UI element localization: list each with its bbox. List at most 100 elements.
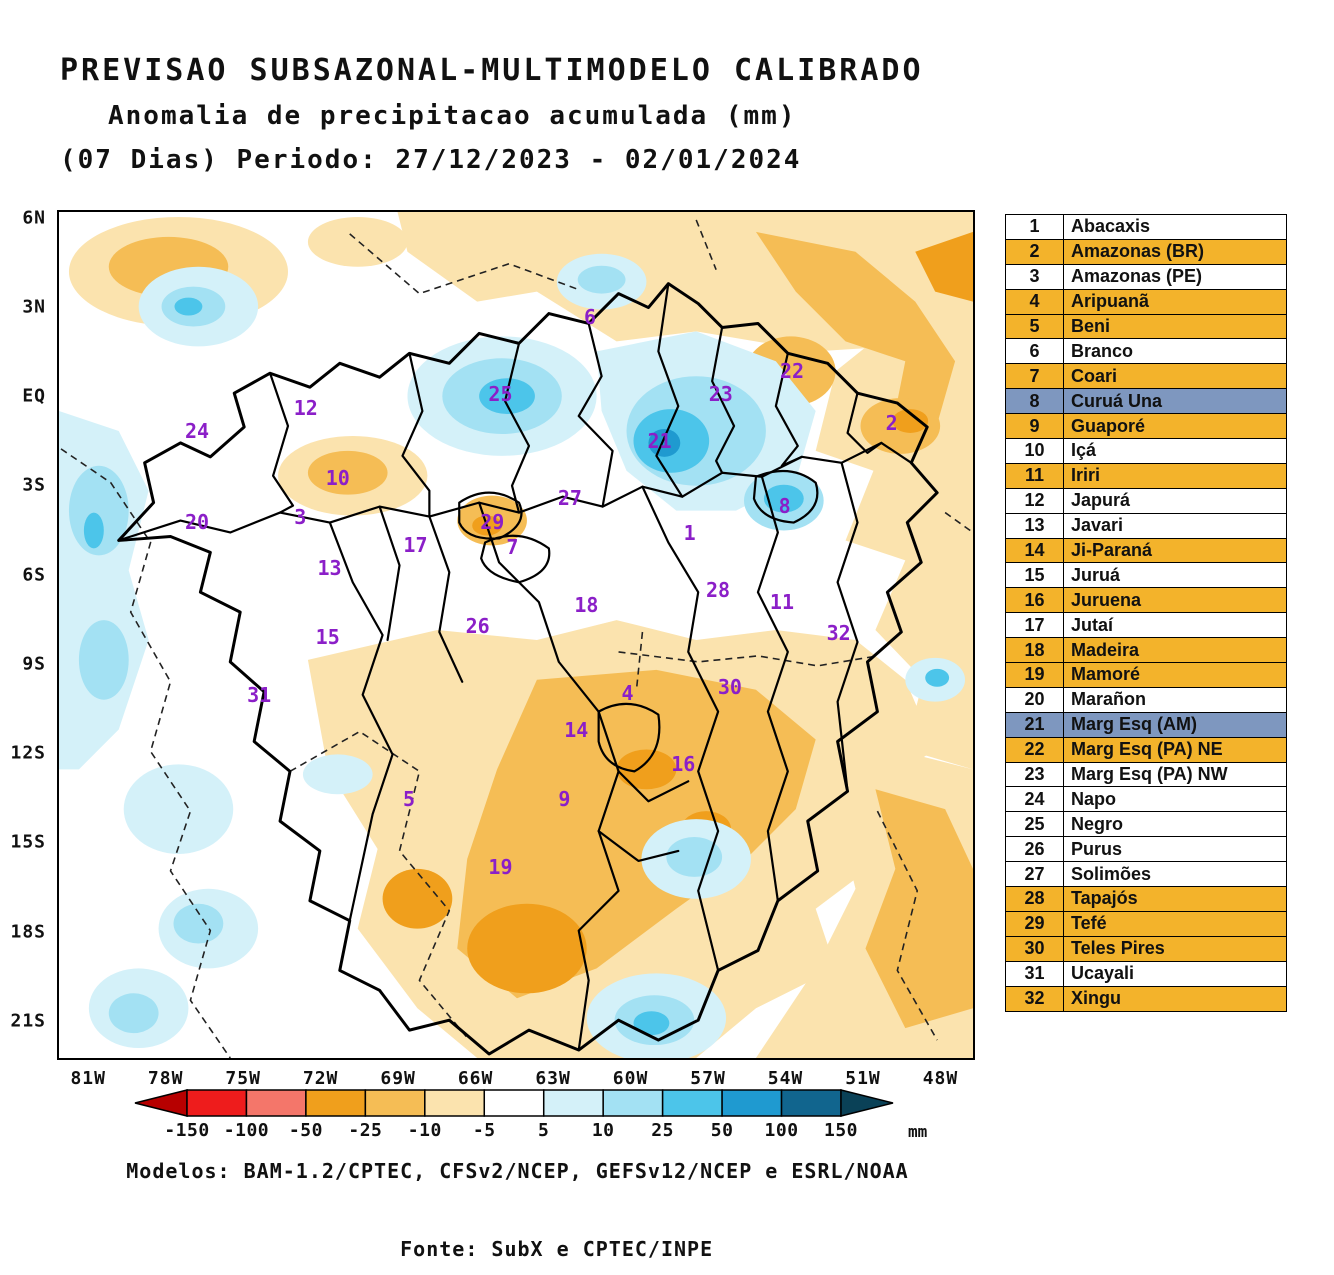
colorbar: -150 -100 -50 -25 -10 -5 5 10 25 50 100 150 mm xyxy=(133,1088,927,1148)
legend-basin-number: 19 xyxy=(1005,662,1064,688)
legend-basin-name: Tapajós xyxy=(1063,886,1287,912)
legend-row: 13 Javari xyxy=(1005,512,1287,539)
lon-tick-label: 81W xyxy=(70,1068,106,1089)
legend-row: 5 Beni xyxy=(1005,313,1287,340)
legend-basin-name: Amazonas (PE) xyxy=(1063,263,1287,290)
basin-outlines xyxy=(117,282,939,1056)
legend-basin-name: Marg Esq (PA) NE xyxy=(1063,736,1287,763)
legend-row: 6 Branco xyxy=(1005,338,1287,365)
legend-basin-name: Purus xyxy=(1063,836,1287,863)
lat-tick-label: 18S xyxy=(10,921,46,943)
legend-row: 9 Guaporé xyxy=(1005,413,1287,440)
legend-row: 23 Marg Esq (PA) NW xyxy=(1005,761,1287,788)
legend-basin-name: Xingu xyxy=(1063,985,1287,1012)
footer-fonte: Fonte: SubX e CPTEC/INPE xyxy=(400,1237,714,1261)
legend-row: 10 Içá xyxy=(1005,438,1287,464)
legend-basin-number: 30 xyxy=(1005,935,1064,962)
legend-row: 32 Xingu xyxy=(1005,985,1287,1012)
legend-row: 20 Marañon xyxy=(1005,686,1287,713)
lat-tick-label: EQ xyxy=(22,385,46,407)
legend-table: 1 Abacaxis 2 Amazonas (BR) 3 Amazonas (PE) 4 Ar… xyxy=(1005,214,1287,1012)
legend-row: 11 Iriri xyxy=(1005,462,1287,489)
legend-basin-name: Içá xyxy=(1063,438,1287,464)
legend-row: 27 Solimões xyxy=(1005,861,1287,888)
legend-row: 24 Napo xyxy=(1005,786,1287,813)
legend-basin-name: Japurá xyxy=(1063,487,1287,514)
country-borders xyxy=(60,219,973,1058)
legend-basin-name: Coari xyxy=(1063,363,1287,390)
legend-row: 3 Amazonas (PE) xyxy=(1005,263,1287,290)
legend-row: 16 Juruena xyxy=(1005,587,1287,614)
legend-row: 22 Marg Esq (PA) NE xyxy=(1005,736,1287,763)
colorbar-scale xyxy=(134,1089,894,1117)
footer-models: Modelos: BAM-1.2/CPTEC, CFSv2/NCEP, GEFS… xyxy=(126,1159,909,1183)
legend-basin-number: 11 xyxy=(1005,462,1064,489)
colorbar-tick: -5 xyxy=(472,1120,496,1141)
legend-row: 25 Negro xyxy=(1005,811,1287,838)
lat-tick-label: 15S xyxy=(10,831,46,853)
legend-basin-name: Guaporé xyxy=(1063,413,1287,440)
lat-tick-label: 12S xyxy=(10,742,46,764)
lon-tick-label: 72W xyxy=(302,1068,339,1089)
legend-basin-name: Javari xyxy=(1063,512,1287,539)
legend-basin-number: 15 xyxy=(1005,562,1064,589)
legend-basin-name: Ji-Paraná xyxy=(1063,537,1287,564)
legend-row: 4 Aripuanã xyxy=(1005,288,1287,315)
legend-basin-number: 14 xyxy=(1005,537,1064,564)
legend-basin-name: Abacaxis xyxy=(1063,214,1287,240)
colorbar-tick: -150 xyxy=(164,1120,210,1141)
legend-basin-number: 16 xyxy=(1005,587,1064,614)
legend-basin-number: 1 xyxy=(1005,214,1064,240)
legend-basin-number: 32 xyxy=(1005,985,1064,1012)
legend-row: 18 Madeira xyxy=(1005,637,1287,664)
legend-basin-name: Solimões xyxy=(1063,861,1287,888)
legend-row: 17 Jutaí xyxy=(1005,612,1287,639)
lat-tick-label: 6N xyxy=(22,207,46,229)
legend-row: 15 Juruá xyxy=(1005,562,1287,589)
legend-basin-number: 5 xyxy=(1005,313,1064,340)
lon-tick-label: 66W xyxy=(457,1068,494,1089)
legend-basin-name: Beni xyxy=(1063,313,1287,340)
map-canvas xyxy=(59,212,973,1058)
legend-basin-number: 3 xyxy=(1005,263,1064,290)
footer-source-line: Fonte: SubX e CPTEC/INPE Colaboracao: CP… xyxy=(0,1191,1035,1275)
legend-basin-number: 28 xyxy=(1005,886,1064,912)
legend-row: 1 Abacaxis xyxy=(1005,214,1287,240)
legend-basin-name: Marg Esq (PA) NW xyxy=(1063,761,1287,788)
footer: Modelos: BAM-1.2/CPTEC, CFSv2/NCEP, GEFS… xyxy=(0,1152,1035,1275)
legend-basin-name: Napo xyxy=(1063,786,1287,813)
legend-basin-name: Ucayali xyxy=(1063,960,1287,987)
lon-tick-label: 57W xyxy=(690,1068,726,1089)
lat-tick-label: 3N xyxy=(22,296,46,318)
legend-basin-number: 17 xyxy=(1005,612,1064,639)
lon-tick-label: 60W xyxy=(612,1068,649,1089)
lon-tick-label: 63W xyxy=(535,1068,571,1089)
colorbar-tick: -25 xyxy=(348,1120,383,1141)
legend-basin-number: 26 xyxy=(1005,836,1064,863)
legend-row: 31 Ucayali xyxy=(1005,960,1287,987)
legend-basin-name: Branco xyxy=(1063,338,1287,365)
legend-row: 19 Mamoré xyxy=(1005,662,1287,688)
legend-basin-name: Marg Esq (AM) xyxy=(1063,711,1287,738)
legend-basin-name: Negro xyxy=(1063,811,1287,838)
legend-basin-number: 31 xyxy=(1005,960,1064,987)
colorbar-unit: mm xyxy=(908,1122,928,1141)
legend-row: 26 Purus xyxy=(1005,836,1287,863)
title-block: PREVISAO SUBSAZONAL-MULTIMODELO CALIBRAD… xyxy=(60,48,924,182)
legend-basin-number: 6 xyxy=(1005,338,1064,365)
colorbar-tick: 25 xyxy=(651,1120,674,1141)
lat-tick-label: 6S xyxy=(22,564,46,586)
colorbar-tick: 100 xyxy=(764,1120,799,1141)
legend-basin-name: Amazonas (BR) xyxy=(1063,238,1287,265)
figure-period: (07 Dias) Periodo: 27/12/2023 - 02/01/20… xyxy=(60,145,802,175)
legend-row: 12 Japurá xyxy=(1005,487,1287,514)
legend-row: 7 Coari xyxy=(1005,363,1287,390)
legend-row: 29 Tefé xyxy=(1005,910,1287,937)
colorbar-tick: 50 xyxy=(710,1120,734,1141)
legend-row: 28 Tapajós xyxy=(1005,886,1287,912)
legend-basin-number: 24 xyxy=(1005,786,1064,813)
lon-tick-label: 51W xyxy=(845,1068,881,1089)
latitude-axis: 6N 3N EQ 3S 6S 9S 12S 15S 18S 21S xyxy=(0,207,52,1060)
legend-basin-name: Teles Pires xyxy=(1063,935,1287,962)
